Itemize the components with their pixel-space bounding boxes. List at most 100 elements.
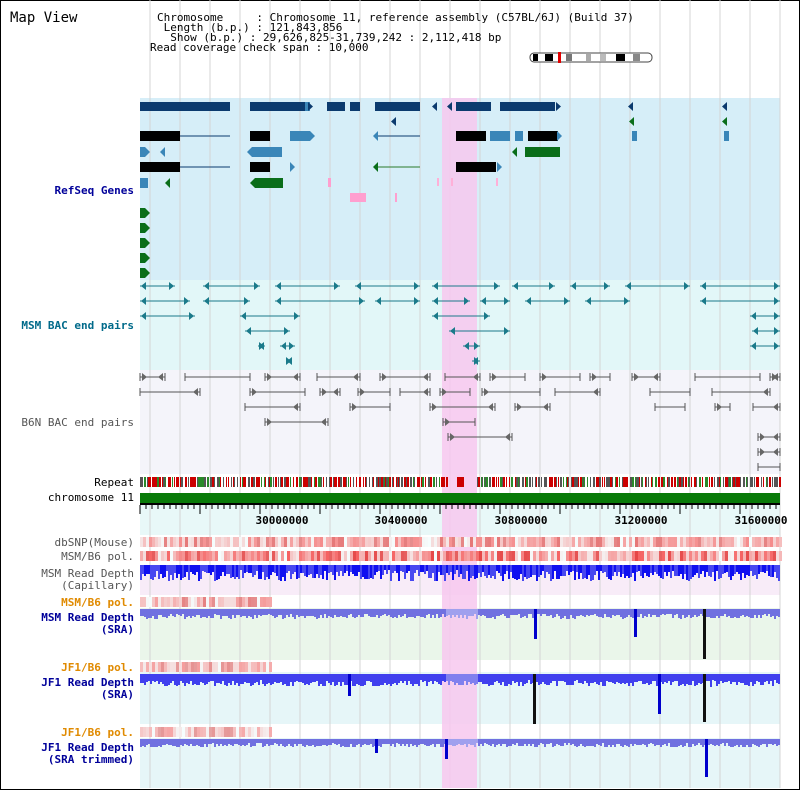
depth-bar <box>240 609 242 617</box>
repeat-mark <box>511 477 512 487</box>
depth-bar <box>708 565 710 576</box>
gene-block <box>456 162 496 172</box>
depth-bar <box>248 609 250 616</box>
repeat-mark <box>541 477 542 487</box>
jf1-read-depth-trimmed-label: JF1 Read Depth <box>41 741 134 754</box>
depth-bar <box>200 609 202 618</box>
depth-bar <box>664 674 666 682</box>
depth-bar <box>278 565 280 580</box>
polymorphism-cell <box>587 537 590 547</box>
polymorphism-cell <box>233 727 236 737</box>
repeat-mark <box>350 477 351 487</box>
polymorphism-cell <box>212 662 215 672</box>
repeat-mark <box>442 477 443 487</box>
depth-bar <box>592 674 594 683</box>
depth-bar <box>278 674 280 683</box>
depth-bar <box>276 739 278 744</box>
strand-arrow <box>158 373 163 381</box>
polymorphism-cell <box>485 537 488 547</box>
polymorphism-cell <box>617 551 620 561</box>
depth-bar <box>466 739 468 747</box>
depth-bar <box>696 674 698 685</box>
polymorphism-cell <box>602 551 605 561</box>
polymorphism-cell <box>209 662 212 672</box>
depth-bar <box>232 739 234 746</box>
depth-bar <box>572 609 574 618</box>
depth-bar <box>596 674 598 684</box>
polymorphism-cell <box>161 537 164 547</box>
depth-bar <box>264 674 266 686</box>
depth-bar <box>314 674 316 682</box>
polymorphism-cell <box>419 551 422 561</box>
depth-bar <box>172 609 174 616</box>
depth-bar <box>202 739 204 747</box>
repeat-mark <box>331 477 332 487</box>
repeat-mark <box>503 477 504 487</box>
depth-bar <box>242 609 244 616</box>
polymorphism-cell <box>740 537 743 547</box>
repeat-mark <box>214 477 215 487</box>
depth-bar <box>728 609 730 616</box>
repeat-mark <box>185 477 187 487</box>
depth-bar <box>752 565 754 576</box>
depth-bar <box>720 739 722 744</box>
depth-bar <box>428 674 430 682</box>
repeat-mark <box>560 477 562 487</box>
depth-bar <box>728 565 730 577</box>
depth-bar <box>270 609 272 615</box>
depth-bar <box>764 609 766 614</box>
polymorphism-cell <box>458 537 461 547</box>
depth-bar <box>416 674 418 684</box>
repeat-mark <box>444 477 445 487</box>
depth-bar <box>516 609 518 615</box>
depth-bar <box>556 739 558 744</box>
polymorphism-cell <box>725 537 728 547</box>
repeat-mark <box>572 477 574 487</box>
polymorphism-cell <box>680 537 683 547</box>
depth-spike <box>703 609 706 659</box>
repeat-mark <box>627 477 628 487</box>
strand-arrow <box>492 373 497 381</box>
polymorphism-cell <box>284 551 287 561</box>
strand-arrow <box>464 342 469 350</box>
polymorphism-cell <box>656 537 659 547</box>
depth-bar <box>560 609 562 619</box>
depth-bar <box>778 674 780 684</box>
depth-bar <box>734 565 736 574</box>
depth-bar <box>666 609 668 614</box>
depth-bar <box>574 739 576 746</box>
depth-bar <box>668 565 670 572</box>
polymorphism-cell <box>236 551 239 561</box>
repeat-mark <box>228 477 229 487</box>
selected-region-highlight[interactable] <box>442 98 477 788</box>
depth-bar <box>416 565 418 570</box>
depth-bar <box>562 565 564 576</box>
depth-bar <box>296 565 298 579</box>
repeat-mark <box>180 477 181 487</box>
repeat-mark <box>248 477 250 487</box>
repeat-mark <box>519 477 520 487</box>
depth-bar <box>164 609 166 617</box>
polymorphism-cell <box>227 597 230 607</box>
repeat-mark <box>590 477 591 487</box>
polymorphism-cell <box>176 662 179 672</box>
depth-bar <box>290 609 292 614</box>
polymorphism-cell <box>425 551 428 561</box>
depth-bar <box>270 739 272 745</box>
chromosome-ideogram[interactable] <box>529 52 653 63</box>
depth-bar <box>550 609 552 615</box>
polymorphism-cell <box>638 537 641 547</box>
depth-bar <box>640 739 642 745</box>
polymorphism-cell <box>167 537 170 547</box>
depth-bar <box>314 565 316 578</box>
repeat-mark <box>747 477 748 487</box>
depth-bar <box>236 739 238 744</box>
polymorphism-cell <box>500 537 503 547</box>
polymorphism-cell <box>344 537 347 547</box>
feature-glyphs[interactable] <box>139 102 781 503</box>
strand-arrow <box>504 297 509 305</box>
depth-bar <box>754 609 756 615</box>
depth-bar <box>712 739 714 745</box>
depth-bar <box>300 674 302 682</box>
